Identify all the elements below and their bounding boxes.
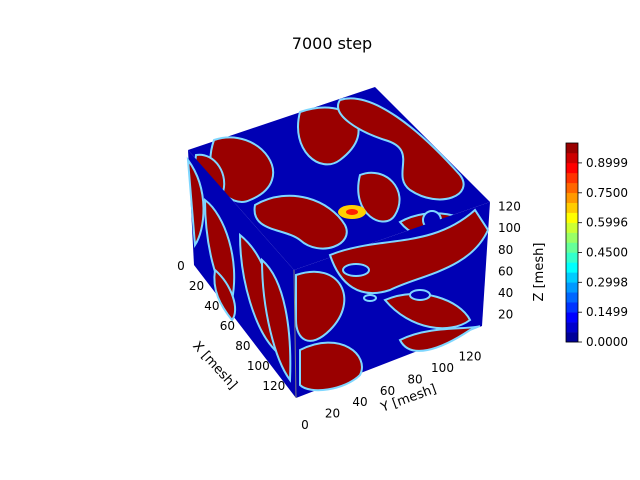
- colorbar-band: [566, 222, 578, 233]
- x-tick-label: 0: [177, 259, 185, 273]
- colorbar-tick-label: 0.4500: [586, 245, 628, 259]
- y-axis: 0 20 40 60 80 100 120: [301, 350, 481, 432]
- colorbar-band: [566, 262, 578, 273]
- colorbar-band: [566, 302, 578, 313]
- colorbar-band: [566, 202, 578, 213]
- colorbar-band: [566, 212, 578, 223]
- z-tick-label: 100: [498, 221, 521, 235]
- colorbar-tick-label: 0.8999: [586, 156, 628, 170]
- x-tick-label: 100: [247, 359, 270, 373]
- x-tick-label: 20: [189, 279, 204, 293]
- colorbar-band: [566, 282, 578, 293]
- colorbar-band: [566, 152, 578, 164]
- colorbar-band: [566, 192, 578, 203]
- colorbar-tick-label: 0.7500: [586, 186, 628, 200]
- y-tick-label: 100: [431, 361, 454, 375]
- cube: [186, 87, 490, 399]
- colorbar-band: [566, 292, 578, 303]
- colorbar-tick-label: 0.5996: [586, 216, 628, 230]
- z-tick-label: 60: [498, 264, 513, 278]
- y-tick-label: 80: [407, 372, 422, 386]
- z-axis-label: Z [mesh]: [532, 243, 547, 302]
- x-tick-label: 60: [220, 319, 235, 333]
- y-tick-label: 20: [325, 407, 340, 421]
- colorbar-band: [566, 143, 578, 154]
- x-axis-label: X [mesh]: [189, 339, 240, 393]
- face-right: [294, 202, 490, 398]
- colorbar-band: [566, 312, 578, 323]
- colorbar-ticks: 0.0000 0.1499 0.2998 0.4500 0.5996 0.7500 0.89…: [578, 156, 628, 349]
- face-left: [186, 150, 296, 398]
- z-tick-label: 20: [498, 307, 513, 321]
- colorbar-band: [566, 182, 578, 194]
- colorbar-tick-label: 0.2998: [586, 275, 628, 289]
- colorbar: 0.0000 0.1499 0.2998 0.4500 0.5996 0.7500 0.89…: [565, 142, 628, 349]
- y-tick-label: 40: [352, 395, 367, 409]
- colorbar-band: [566, 242, 578, 253]
- x-tick-label: 40: [204, 299, 219, 313]
- colorbar-frame: [565, 142, 579, 343]
- colorbar-band: [566, 172, 578, 184]
- colorbar-band: [566, 332, 578, 343]
- colorbar-band: [566, 162, 578, 174]
- colorbar-band: [566, 272, 578, 283]
- x-tick-label: 80: [235, 339, 250, 353]
- colorbar-band: [566, 322, 578, 333]
- face-top: [188, 87, 490, 270]
- z-tick-label: 80: [498, 243, 513, 257]
- colorbar-band: [566, 252, 578, 263]
- x-tick-label: 120: [262, 379, 285, 393]
- colorbar-band: [566, 232, 578, 243]
- z-tick-label: 40: [498, 286, 513, 300]
- colorbar-tick-label: 0.1499: [586, 305, 628, 319]
- chart-title: 7000 step: [292, 34, 372, 53]
- colorbar-tick-label: 0.0000: [586, 335, 628, 349]
- y-tick-label: 120: [459, 350, 482, 364]
- y-tick-label: 60: [380, 384, 395, 398]
- colorbar-bands: [566, 143, 578, 343]
- y-tick-label: 0: [301, 418, 309, 432]
- z-axis: 20 40 60 80 100 120: [498, 200, 521, 322]
- z-tick-label: 120: [498, 200, 521, 214]
